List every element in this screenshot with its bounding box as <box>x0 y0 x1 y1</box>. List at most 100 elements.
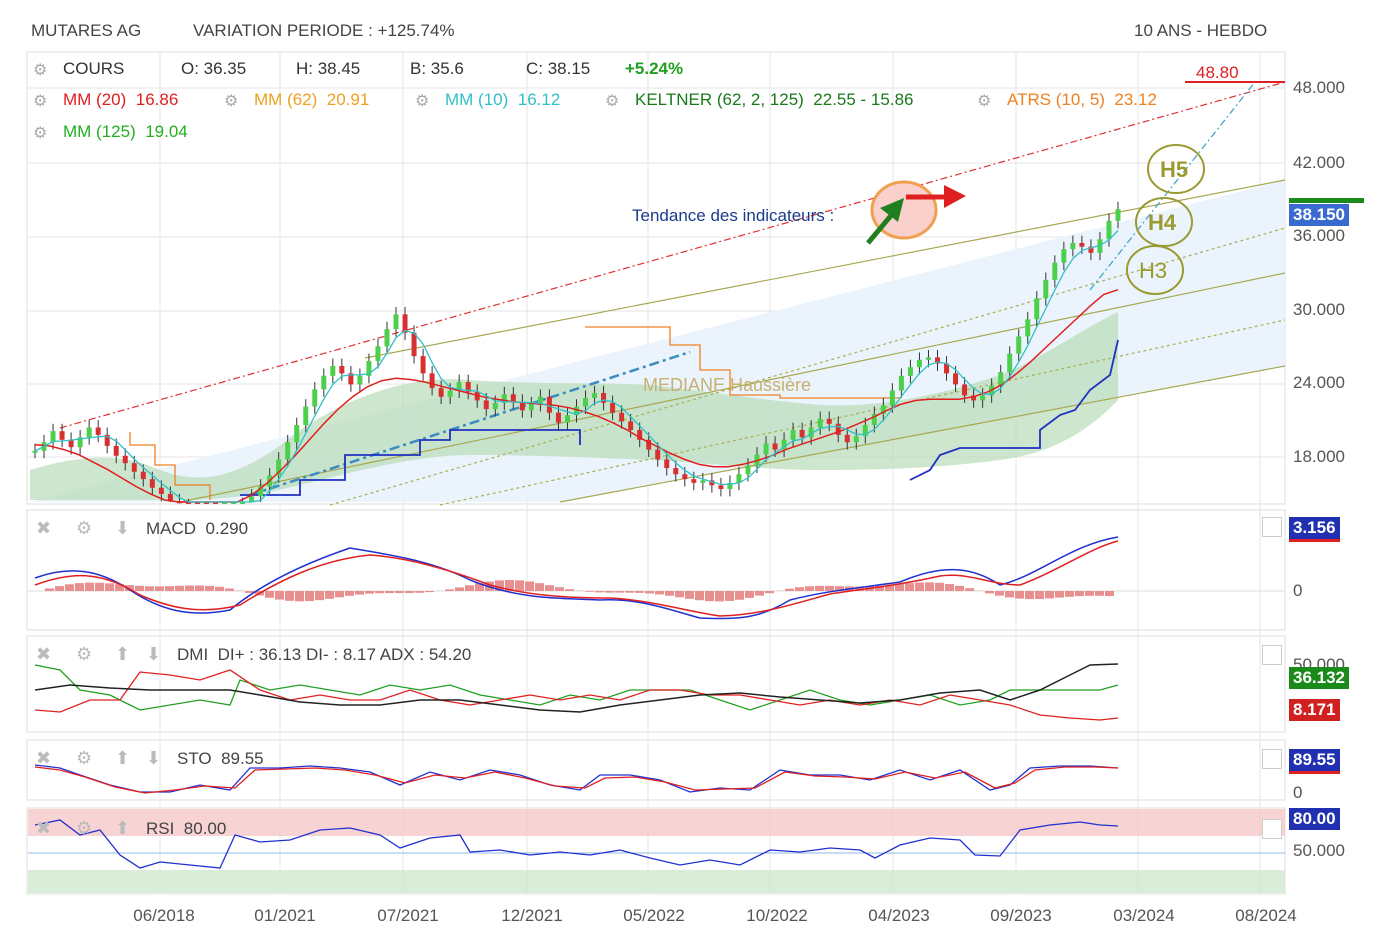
candle-body <box>222 502 228 504</box>
candle-body <box>285 442 291 460</box>
x-tick: 08/2024 <box>1235 906 1297 925</box>
candle-body <box>862 425 868 437</box>
macd-histogram-bar <box>705 591 714 602</box>
gear-icon[interactable]: ⚙ <box>977 93 992 110</box>
quote-close: C: 38.15 <box>526 59 591 78</box>
gear-icon[interactable]: ⚙ <box>76 748 93 768</box>
macd-histogram-bar <box>755 591 764 596</box>
y-tick: 42.000 <box>1293 153 1345 172</box>
gear-icon[interactable]: ⚙ <box>33 93 48 110</box>
h5-label: H5 <box>1160 157 1189 182</box>
candle-body <box>718 485 724 489</box>
candle-body <box>907 367 913 376</box>
macd-histogram-bar <box>875 585 884 591</box>
candle-body <box>971 395 977 401</box>
sto-toggle[interactable] <box>1262 749 1282 769</box>
macd-histogram-bar <box>995 591 1004 596</box>
macd-histogram-bar <box>1005 591 1014 598</box>
rsi-toggle[interactable] <box>1262 819 1282 839</box>
macd-histogram-bar <box>985 591 994 594</box>
candle-body <box>258 486 264 497</box>
gear-icon[interactable]: ⚙ <box>76 644 93 664</box>
y-tick: 30.000 <box>1293 300 1345 319</box>
macd-histogram-bar <box>785 588 794 591</box>
macd-histogram-bar <box>955 585 964 591</box>
candle-body <box>853 436 859 443</box>
macd-histogram-bar <box>75 583 84 591</box>
candle-body <box>402 314 408 333</box>
candle-body <box>1016 336 1022 354</box>
candle-body <box>745 465 751 475</box>
candle-body <box>962 384 968 396</box>
candle-body <box>104 434 110 446</box>
candle-body <box>158 487 164 494</box>
sto-badge: 89.55 <box>1289 749 1340 774</box>
macd-histogram-bar <box>385 591 394 594</box>
macd-histogram-bar <box>265 591 274 598</box>
close-icon[interactable]: ✖ <box>36 748 52 768</box>
macd-toggle[interactable] <box>1262 517 1282 537</box>
target-label: 48.80 <box>1196 63 1239 82</box>
macd-histogram-bar <box>895 584 904 591</box>
gear-icon[interactable]: ⚙ <box>415 93 430 110</box>
candle-body <box>528 404 534 411</box>
arrow-down-icon[interactable]: ⬇ <box>146 644 162 664</box>
y-tick: 24.000 <box>1293 373 1345 392</box>
candle-body <box>501 394 507 403</box>
macd-histogram-bar <box>445 589 454 591</box>
macd-histogram-bar <box>915 582 924 591</box>
close-icon[interactable]: ✖ <box>36 818 52 838</box>
candle-body <box>122 455 128 464</box>
candle-body <box>682 474 688 480</box>
macd-histogram-bar <box>245 591 254 593</box>
candle-body <box>32 450 38 453</box>
candle-body <box>1007 353 1013 373</box>
arrow-up-icon[interactable]: ⬆ <box>115 748 131 768</box>
candle-body <box>727 482 733 489</box>
macd-histogram-bar <box>335 591 344 598</box>
gear-icon[interactable]: ⚙ <box>605 93 620 110</box>
x-tick: 12/2021 <box>501 906 563 925</box>
candle-body <box>1079 242 1085 247</box>
period-label: 10 ANS - HEBDO <box>1134 21 1268 40</box>
candle-body <box>366 361 372 376</box>
gear-icon[interactable]: ⚙ <box>76 818 93 838</box>
macd-panel-frame <box>26 509 1286 631</box>
macd-histogram-bar <box>295 591 304 602</box>
sto-panel-frame <box>26 739 1286 801</box>
candle-body <box>59 431 65 440</box>
candle-body <box>456 381 462 391</box>
close-icon[interactable]: ✖ <box>36 518 52 538</box>
gear-icon[interactable]: ⚙ <box>33 125 48 142</box>
dmi-toggle[interactable] <box>1262 645 1282 665</box>
arrow-down-icon[interactable]: ⬇ <box>146 748 162 768</box>
candle-body <box>664 459 670 469</box>
y-tick: 48.000 <box>1293 78 1345 97</box>
macd-histogram-bar <box>325 591 334 599</box>
macd-histogram-bar <box>45 588 54 591</box>
candle-body <box>375 346 381 362</box>
gear-icon[interactable]: ⚙ <box>76 518 93 538</box>
macd-histogram-bar <box>645 591 654 594</box>
candle-body <box>799 429 805 438</box>
trend-text: Tendance des indicateurs : <box>632 206 835 225</box>
candle-body <box>240 502 246 504</box>
macd-histogram-bar <box>145 586 154 591</box>
macd-histogram-bar <box>685 591 694 599</box>
arrow-up-icon[interactable]: ⬆ <box>115 818 131 838</box>
close-icon[interactable]: ✖ <box>36 644 52 664</box>
support-line <box>240 339 1119 496</box>
candle-body <box>249 496 255 502</box>
macd-histogram-bar <box>885 585 894 591</box>
macd-histogram-bar <box>405 591 414 594</box>
candle-body <box>330 365 336 376</box>
candle-body <box>835 423 841 435</box>
macd-histogram-bar <box>535 583 544 591</box>
arrow-up-icon[interactable]: ⬆ <box>115 644 131 664</box>
gear-icon[interactable]: ⚙ <box>33 62 48 79</box>
adx-line <box>34 663 1119 713</box>
arrow-down-icon[interactable]: ⬇ <box>115 518 131 538</box>
gear-icon[interactable]: ⚙ <box>224 93 239 110</box>
macd-histogram-bar <box>475 583 484 591</box>
